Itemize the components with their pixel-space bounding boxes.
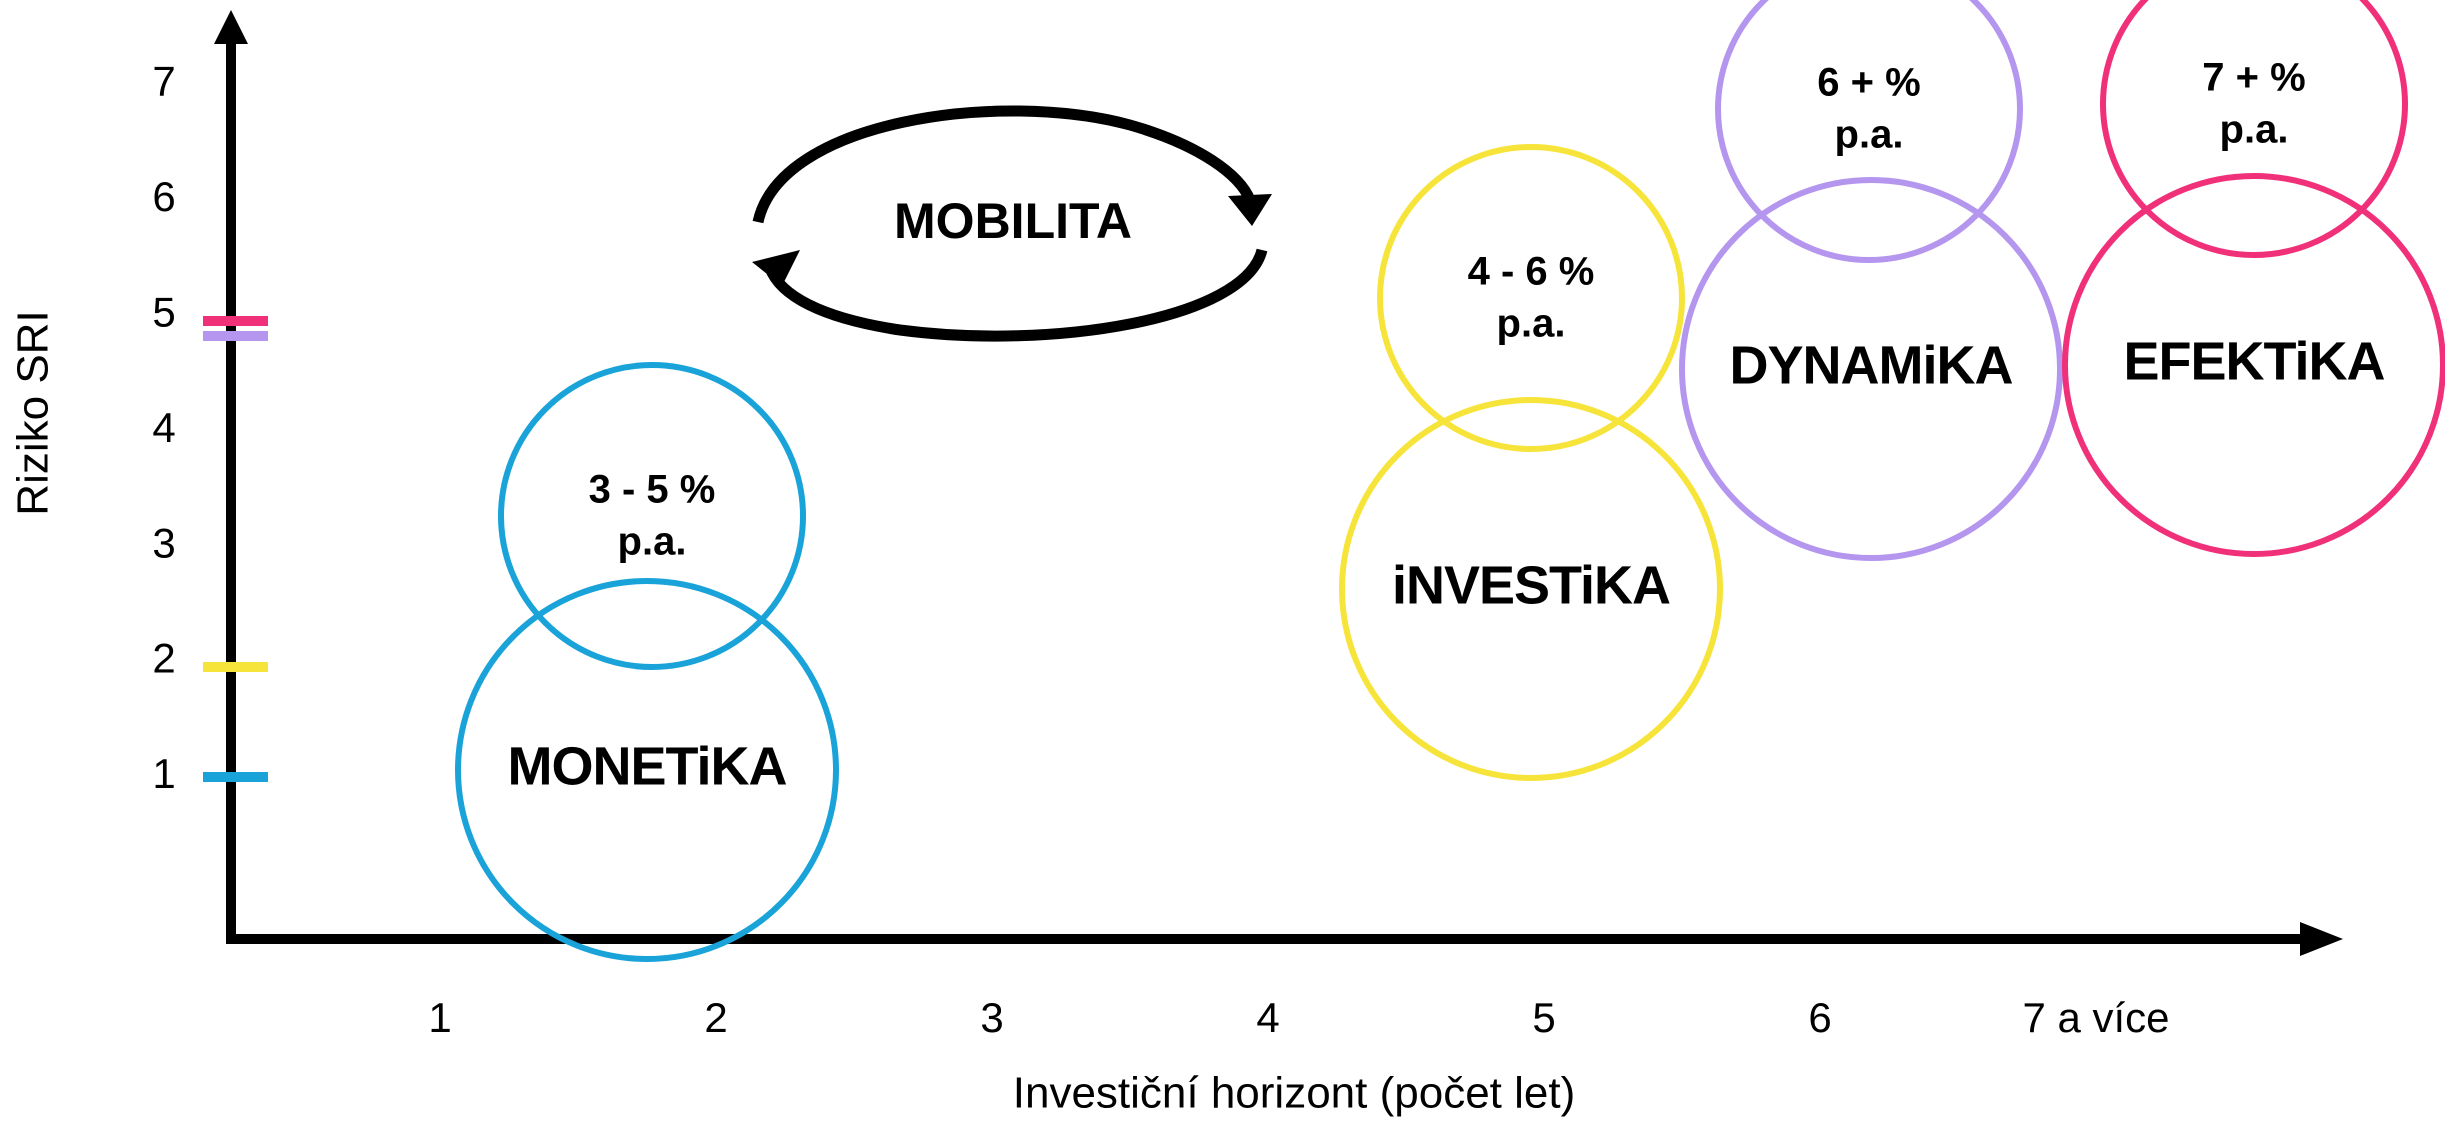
x-axis-label: Investiční horizont (počet let) [1013,1069,1575,1118]
x-tick-label: 2 [704,994,727,1041]
y-tick-label: 2 [152,635,175,682]
x-tick-label: 5 [1532,994,1555,1041]
y-tick-label: 1 [152,750,175,797]
x-tick-label: 4 [1256,994,1279,1041]
x-arrow [2300,922,2343,956]
return-circle [498,362,806,670]
return-circle [1715,0,2023,263]
y-tick-label: 4 [152,404,175,451]
y-axis-label: Riziko SRI [9,310,58,515]
return-label: 6 + % [1817,61,1920,105]
y-tick-label: 5 [152,288,175,335]
return-label: 3 - 5 % [589,468,716,512]
return-circle [1377,144,1685,452]
y-arrow [214,10,248,44]
return-label: p.a. [1497,302,1566,346]
mobility-arc [752,105,1256,224]
return-label: p.a. [2220,108,2289,152]
y-tick-label: 6 [152,173,175,220]
y-tick-label: 3 [152,519,175,566]
return-circle [2100,0,2408,258]
x-tick-label: 6 [1808,994,1831,1041]
mobility-label: MOBILITA [894,193,1132,249]
fund-name: EFEKTiKA [2123,331,2384,391]
mobility-arrowhead [1228,194,1272,226]
fund-circle [2062,173,2445,557]
fund-name: MONETiKA [507,736,786,796]
fund-circle [1679,177,2063,561]
return-label: p.a. [618,520,687,564]
mobility-arc [764,248,1268,342]
return-label: 7 + % [2202,56,2305,100]
y-tick-label: 7 [152,58,175,105]
mobility-arrowhead [752,250,800,286]
fund-circle [455,578,839,962]
fund-name: iNVESTiKA [1392,555,1670,615]
fund-name: DYNAMiKA [1730,335,2013,395]
x-tick-label: 3 [980,994,1003,1041]
x-tick-label: 1 [428,994,451,1041]
fund-circle [1339,397,1723,781]
return-label: 4 - 6 % [1468,250,1595,294]
return-label: p.a. [1835,113,1904,157]
x-tick-label: 7 a více [2022,994,2169,1041]
